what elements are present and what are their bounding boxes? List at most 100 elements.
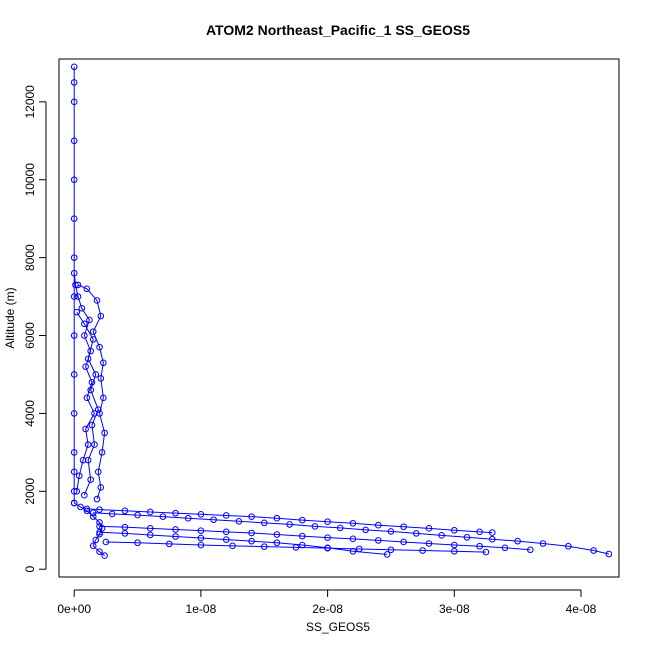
data-point [70, 293, 78, 300]
data-point [83, 507, 91, 515]
y-tick-label: 0 [23, 566, 37, 573]
x-tick-label: 0e+00 [57, 602, 91, 616]
series-8 [96, 523, 534, 554]
data-point [97, 484, 105, 491]
y-tick-label: 6000 [23, 322, 37, 349]
data-point [197, 510, 205, 518]
series-4 [73, 308, 102, 499]
data-point [96, 519, 103, 526]
data-point [184, 514, 192, 522]
series-layer [70, 63, 613, 559]
data-point [89, 336, 97, 343]
data-point [97, 375, 105, 382]
data-point [565, 542, 572, 550]
data-point [101, 429, 108, 437]
y-tick-label: 10000 [23, 163, 37, 197]
series-6 [83, 505, 496, 536]
data-point [70, 410, 78, 417]
data-point [94, 468, 102, 476]
data-point [84, 355, 92, 363]
data-point [425, 525, 433, 532]
data-point [74, 281, 82, 289]
data-point [93, 297, 101, 304]
data-point [210, 516, 217, 524]
data-point [121, 530, 129, 537]
data-point [298, 532, 306, 540]
data-point [514, 537, 521, 545]
data-point [81, 320, 88, 328]
data-point [476, 542, 483, 550]
series-line [76, 311, 99, 496]
data-point [82, 363, 89, 370]
data-point [172, 533, 179, 540]
x-axis: 0e+00 1e-08 2e-08 3e-08 4e-08 [57, 589, 597, 616]
data-point [248, 513, 255, 520]
data-point [96, 528, 103, 536]
data-point [374, 537, 382, 544]
data-point [70, 137, 78, 145]
data-point [292, 544, 300, 551]
data-point [70, 215, 78, 222]
plot-frame [58, 58, 620, 578]
data-point [383, 551, 391, 558]
data-point [96, 548, 103, 555]
data-point [222, 528, 230, 536]
data-point [75, 472, 83, 480]
data-point [108, 510, 116, 518]
data-point [81, 332, 88, 339]
data-point [78, 304, 86, 312]
data-point [87, 476, 94, 483]
data-point [92, 371, 100, 378]
data-point [527, 546, 534, 554]
data-point [362, 526, 369, 534]
data-point [70, 269, 78, 277]
data-point [100, 359, 107, 367]
data-point [425, 540, 433, 547]
y-tick-label: 12000 [23, 85, 37, 119]
data-point [400, 523, 407, 531]
y-tick-label: 8000 [23, 244, 37, 271]
data-point [98, 449, 106, 456]
data-point [349, 535, 357, 543]
x-tick-label: 4e-08 [566, 602, 597, 616]
y-axis-label: Altitude (m) [3, 287, 17, 348]
data-point [121, 523, 129, 531]
y-axis: 0 2000 4000 6000 8000 10000 12000 [23, 85, 47, 573]
data-point [159, 513, 167, 520]
data-point [463, 533, 471, 541]
data-point [70, 449, 78, 456]
data-point [70, 499, 78, 507]
data-point [197, 541, 205, 549]
series-line [77, 284, 106, 500]
x-tick-label: 3e-08 [439, 602, 470, 616]
data-point [73, 308, 81, 316]
series-line [86, 508, 493, 534]
series-7 [89, 509, 613, 558]
data-point [235, 518, 243, 525]
series-line [73, 273, 96, 492]
data-point [419, 547, 426, 554]
data-point [81, 491, 88, 499]
data-point [89, 513, 97, 520]
series-1 [70, 63, 78, 507]
data-point [590, 547, 597, 554]
data-point [260, 543, 268, 550]
data-point [605, 550, 613, 558]
data-point [91, 410, 98, 417]
data-point [121, 507, 129, 515]
x-tick-label: 1e-08 [186, 602, 217, 616]
series-line [105, 541, 486, 553]
data-point [438, 532, 445, 539]
data-point [172, 526, 179, 533]
data-point [311, 523, 319, 530]
series-3 [74, 281, 108, 503]
data-point [355, 545, 363, 553]
series-10 [102, 538, 490, 556]
data-point [260, 519, 268, 527]
data-point [450, 541, 458, 549]
x-axis-label: SS_GEOS5 [306, 620, 370, 634]
data-point [450, 526, 458, 534]
data-point [77, 503, 84, 511]
data-point [539, 540, 547, 547]
data-point [84, 441, 92, 448]
